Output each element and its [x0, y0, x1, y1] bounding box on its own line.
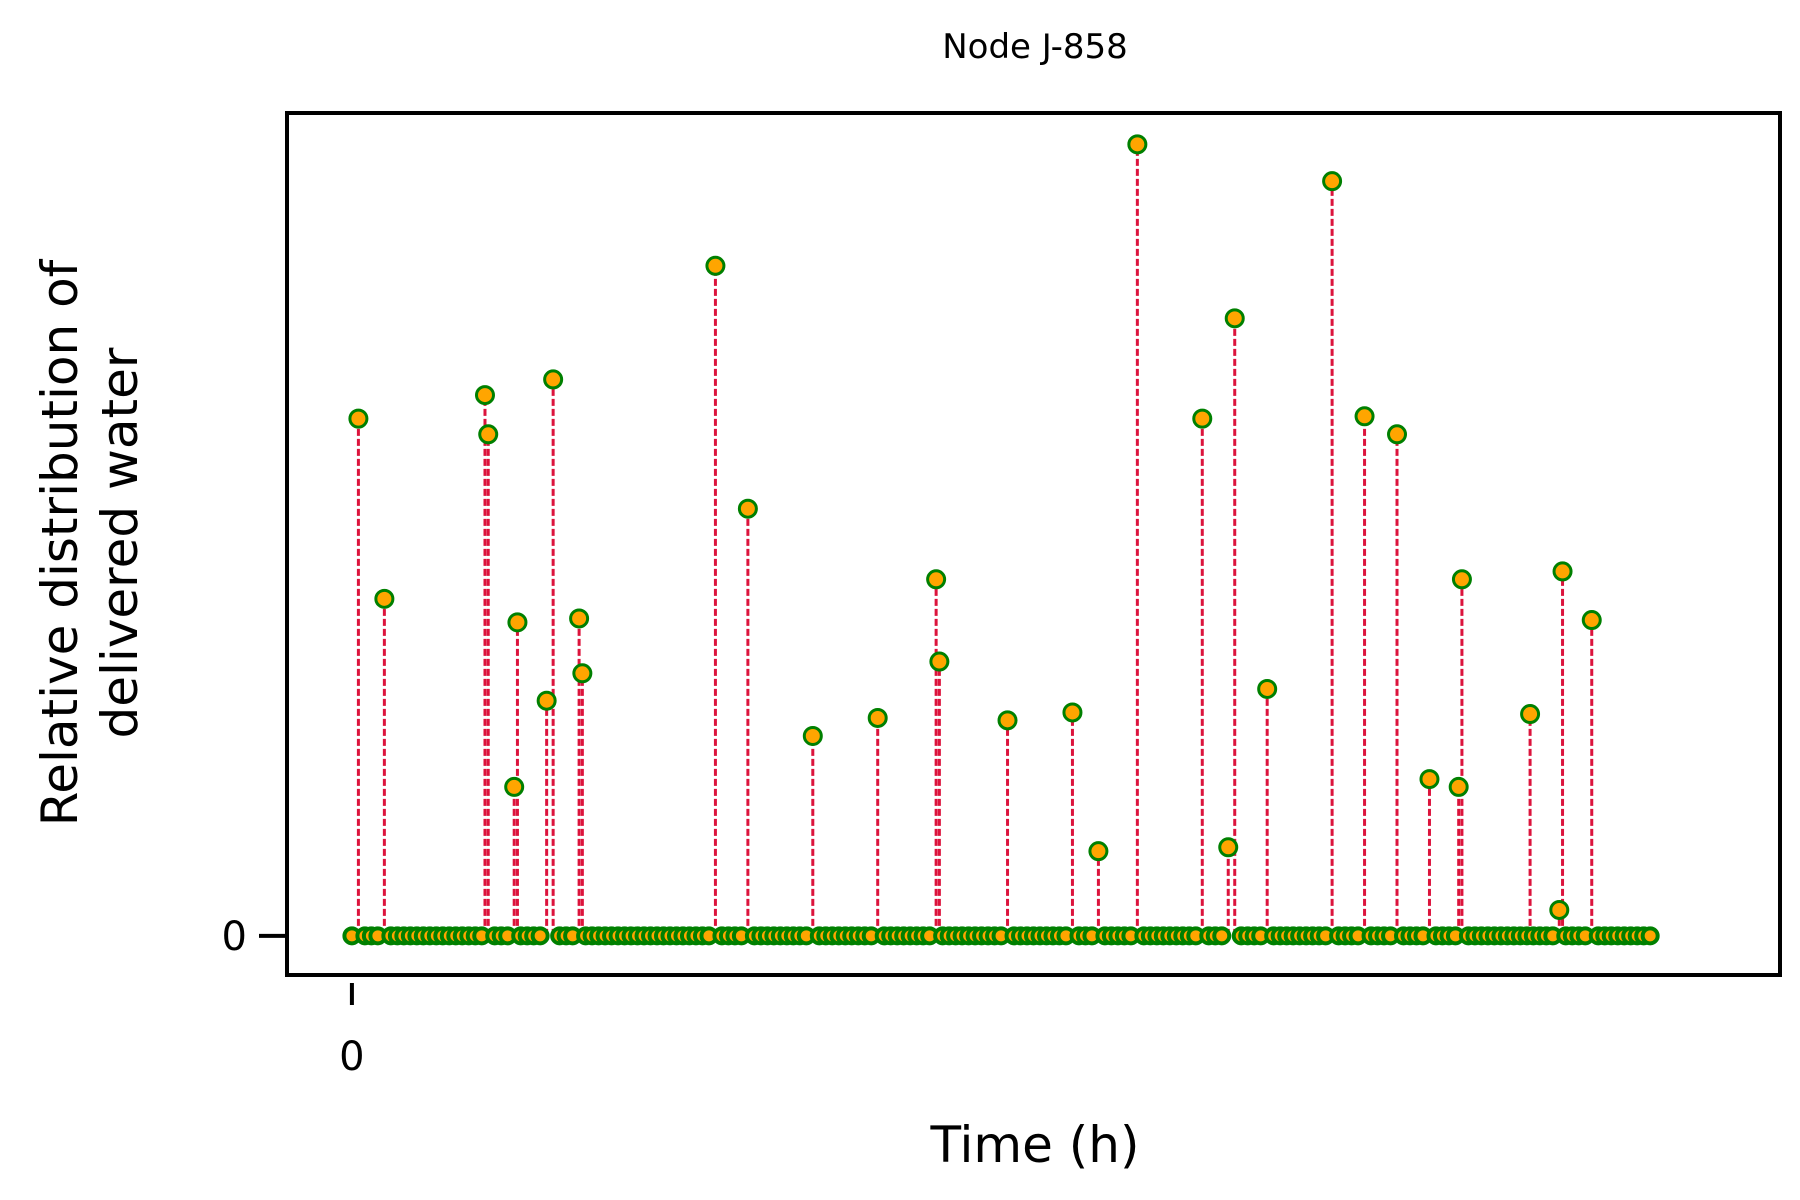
peak-marker — [474, 385, 495, 406]
peak-marker — [1088, 841, 1109, 862]
y-axis-label-line-1: Relative distribution of — [31, 258, 89, 826]
plot-frame — [285, 111, 1782, 977]
peak-marker — [1257, 678, 1278, 699]
peak-marker — [1520, 704, 1541, 725]
baseline-marker — [530, 926, 550, 946]
baseline-marker — [1640, 926, 1660, 946]
peak-marker — [926, 569, 947, 590]
y-axis-label-line-2: delivered water — [91, 347, 149, 738]
peak-marker — [507, 612, 528, 633]
x-tick-label: 0 — [339, 1034, 364, 1080]
peak-marker — [374, 588, 395, 609]
peak-marker — [802, 725, 823, 746]
y-axis-label: Relative distribution of delivered water — [31, 258, 149, 826]
peak-marker — [1387, 424, 1408, 445]
peak-marker — [1192, 408, 1213, 429]
peak-marker — [705, 255, 726, 276]
peak-marker — [504, 776, 525, 797]
plot-area — [342, 134, 1660, 946]
peak-marker — [348, 408, 369, 429]
x-axis-label: Time (h) — [930, 1116, 1140, 1174]
peak-marker — [1224, 308, 1245, 329]
peak-marker — [478, 424, 499, 445]
peak-marker — [1354, 406, 1375, 427]
peak-marker — [543, 369, 564, 390]
peak-marker — [569, 608, 590, 629]
peak-marker — [1127, 134, 1148, 155]
y-tick-label: 0 — [222, 914, 247, 960]
peak-marker — [1451, 569, 1472, 590]
peak-marker — [867, 707, 888, 728]
peak-marker — [1419, 769, 1440, 790]
peak-marker — [1448, 776, 1469, 797]
peak-marker — [1218, 837, 1239, 858]
peak-marker — [929, 651, 950, 672]
peak-marker — [572, 663, 593, 684]
x-axis-ticks: 0 — [339, 983, 365, 1080]
peak-marker — [1552, 561, 1573, 582]
peak-marker — [737, 498, 758, 519]
peak-marker — [1322, 171, 1343, 192]
peak-marker — [536, 690, 557, 711]
chart-title: Node J-858 — [942, 27, 1128, 67]
peak-marker — [1549, 899, 1570, 920]
peak-marker — [1062, 702, 1083, 723]
baseline-marker — [1212, 926, 1232, 946]
peak-marker — [1581, 610, 1602, 631]
y-axis-ticks: 0 — [222, 914, 287, 960]
peak-marker — [997, 710, 1018, 731]
